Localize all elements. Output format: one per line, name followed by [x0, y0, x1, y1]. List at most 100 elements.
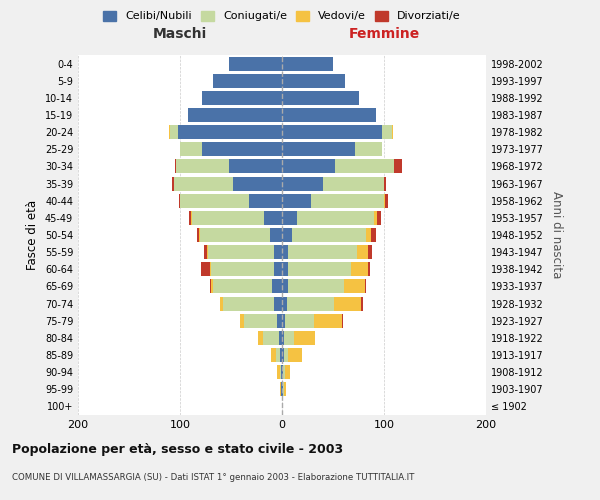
Bar — [170, 125, 178, 139]
Bar — [250, 194, 282, 207]
Bar — [272, 280, 282, 293]
Bar — [279, 331, 282, 345]
Bar — [288, 262, 352, 276]
Legend: Celibi/Nubili, Coniugati/e, Vedovi/e, Divorziati/e: Celibi/Nubili, Coniugati/e, Vedovi/e, Di… — [103, 10, 461, 22]
Bar — [361, 296, 362, 310]
Bar — [282, 262, 288, 276]
Bar — [280, 382, 281, 396]
Bar — [314, 314, 342, 328]
Text: Femmine: Femmine — [349, 28, 419, 42]
Y-axis label: Anni di nascita: Anni di nascita — [550, 192, 563, 278]
Bar — [284, 382, 286, 396]
Bar — [282, 142, 355, 156]
Bar — [281, 382, 282, 396]
Bar — [200, 228, 270, 242]
Bar — [277, 365, 280, 379]
Bar — [384, 194, 385, 207]
Bar — [352, 262, 368, 276]
Bar — [209, 262, 211, 276]
Bar — [384, 176, 386, 190]
Bar — [209, 280, 211, 293]
Bar — [335, 160, 394, 173]
Bar — [257, 331, 263, 345]
Bar — [288, 348, 302, 362]
Bar — [229, 160, 282, 173]
Bar — [288, 245, 358, 259]
Bar — [212, 280, 272, 293]
Bar — [202, 262, 209, 276]
Bar — [274, 262, 282, 276]
Bar — [382, 125, 392, 139]
Y-axis label: Fasce di età: Fasce di età — [26, 200, 39, 270]
Text: COMUNE DI VILLAMASSARGIA (SU) - Dati ISTAT 1° gennaio 2003 - Elaborazione TUTTIT: COMUNE DI VILLAMASSARGIA (SU) - Dati IST… — [12, 472, 415, 482]
Bar — [365, 228, 371, 242]
Bar — [298, 211, 374, 225]
Bar — [385, 194, 388, 207]
Bar — [282, 211, 298, 225]
Bar — [172, 176, 174, 190]
Bar — [276, 348, 280, 362]
Bar — [180, 142, 202, 156]
Bar — [311, 194, 384, 207]
Bar — [175, 160, 176, 173]
Bar — [284, 331, 294, 345]
Bar — [280, 365, 281, 379]
Bar — [283, 382, 284, 396]
Bar — [282, 245, 288, 259]
Bar — [176, 160, 229, 173]
Bar — [169, 125, 170, 139]
Bar — [192, 211, 263, 225]
Bar — [323, 176, 384, 190]
Bar — [189, 211, 191, 225]
Bar — [283, 365, 285, 379]
Bar — [280, 348, 282, 362]
Bar — [282, 108, 376, 122]
Bar — [282, 194, 311, 207]
Bar — [282, 56, 333, 70]
Bar — [368, 245, 372, 259]
Bar — [285, 314, 314, 328]
Bar — [282, 348, 284, 362]
Bar — [229, 56, 282, 70]
Bar — [233, 176, 282, 190]
Bar — [282, 74, 345, 88]
Bar — [263, 331, 279, 345]
Bar — [282, 331, 284, 345]
Bar — [282, 176, 323, 190]
Bar — [371, 228, 376, 242]
Bar — [277, 314, 282, 328]
Bar — [294, 331, 314, 345]
Bar — [285, 365, 290, 379]
Bar — [392, 125, 393, 139]
Bar — [274, 245, 282, 259]
Bar — [287, 296, 334, 310]
Bar — [205, 245, 206, 259]
Bar — [282, 280, 288, 293]
Bar — [211, 280, 212, 293]
Bar — [282, 228, 292, 242]
Bar — [358, 245, 368, 259]
Bar — [282, 314, 285, 328]
Bar — [244, 314, 277, 328]
Text: Popolazione per età, sesso e stato civile - 2003: Popolazione per età, sesso e stato civil… — [12, 442, 343, 456]
Bar — [211, 262, 274, 276]
Bar — [202, 91, 282, 105]
Bar — [223, 296, 274, 310]
Bar — [199, 228, 200, 242]
Bar — [212, 74, 282, 88]
Bar — [342, 314, 343, 328]
Bar — [188, 108, 282, 122]
Bar — [270, 228, 282, 242]
Bar — [394, 160, 403, 173]
Bar — [263, 211, 282, 225]
Bar — [282, 125, 382, 139]
Bar — [174, 176, 233, 190]
Bar — [180, 194, 250, 207]
Bar — [202, 142, 282, 156]
Bar — [284, 348, 288, 362]
Bar — [355, 142, 382, 156]
Bar — [334, 296, 361, 310]
Bar — [220, 296, 223, 310]
Bar — [377, 211, 381, 225]
Bar — [368, 262, 370, 276]
